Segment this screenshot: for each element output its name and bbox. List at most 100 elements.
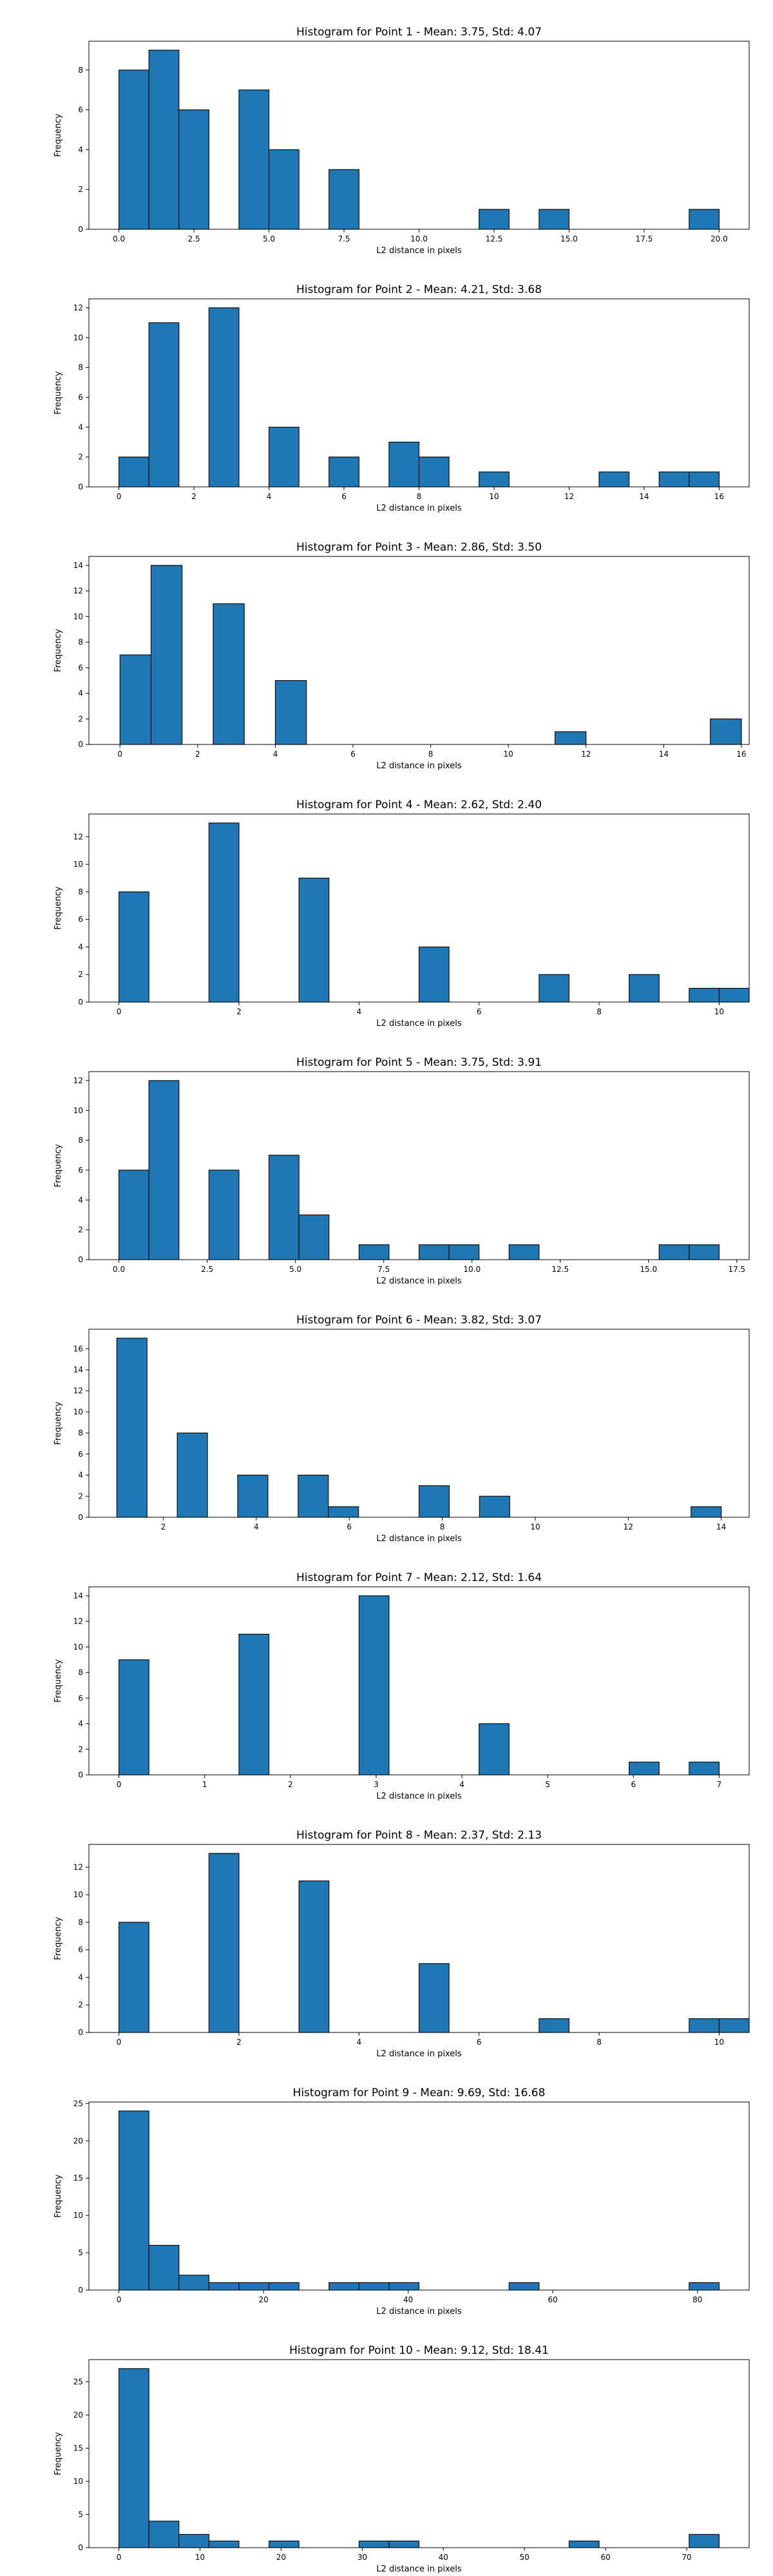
x-tick-label: 7.5 — [377, 1265, 390, 1274]
x-tick-label: 4 — [254, 1522, 259, 1531]
x-tick-label: 70 — [682, 2553, 691, 2562]
y-tick-label: 8 — [78, 1428, 83, 1437]
histogram-bar — [388, 2541, 420, 2548]
x-tick-label: 2 — [288, 1780, 293, 1789]
y-tick-label: 0 — [78, 1255, 83, 1264]
x-tick-label: 40 — [403, 2295, 413, 2304]
y-tick-label: 0 — [78, 225, 83, 234]
y-tick-label: 8 — [78, 638, 83, 647]
histogram-bar — [629, 974, 660, 1003]
y-tick-label: 0 — [78, 2543, 83, 2552]
x-tick-label: 0 — [117, 1007, 122, 1016]
x-tick-label: 1 — [202, 1780, 207, 1789]
y-tick-label: 10 — [73, 2211, 83, 2220]
histogram-bar — [718, 988, 750, 1003]
histogram-bar — [148, 2521, 180, 2548]
histogram-panel-2: Histogram for Point 2 - Mean: 4.21, Std:… — [0, 258, 773, 515]
histogram-bar — [418, 457, 450, 488]
bars — [119, 1853, 750, 2033]
histogram-bar — [479, 209, 510, 230]
histogram-svg: Histogram for Point 2 - Mean: 4.21, Std:… — [53, 283, 750, 513]
histogram-bar — [208, 1170, 240, 1260]
histogram-bar — [268, 2541, 300, 2548]
bars — [119, 307, 720, 488]
y-tick-label: 4 — [78, 1195, 83, 1204]
x-tick-label: 10 — [530, 1522, 540, 1531]
x-tick-label: 7 — [717, 1780, 722, 1789]
histogram-bar — [268, 2282, 300, 2291]
y-tick-label: 12 — [73, 1387, 83, 1396]
x-tick-label: 20 — [276, 2553, 286, 2562]
histogram-panel-5: Histogram for Point 5 - Mean: 3.75, Std:… — [0, 1030, 773, 1288]
histogram-bar — [148, 50, 180, 230]
y-tick-label: 2 — [78, 185, 83, 194]
histogram-bar — [691, 1506, 722, 1518]
x-tick-label: 4 — [267, 492, 272, 501]
histogram-bar — [148, 2244, 180, 2291]
histogram-bar — [238, 1633, 270, 1776]
x-tick-label: 0.0 — [113, 1265, 125, 1274]
y-axis-label: Frequency — [53, 1401, 63, 1444]
x-tick-label: 14 — [716, 1522, 726, 1531]
bars — [119, 1080, 720, 1260]
chart-title: Histogram for Point 4 - Mean: 2.62, Std:… — [296, 799, 542, 811]
chart-title: Histogram for Point 3 - Mean: 2.86, Std:… — [296, 541, 542, 554]
axes-frame — [88, 556, 750, 745]
histogram-bar — [119, 1170, 149, 1260]
histogram-panel-1: Histogram for Point 1 - Mean: 3.75, Std:… — [0, 0, 773, 258]
chart-title: Histogram for Point 6 - Mean: 3.82, Std:… — [296, 1314, 542, 1327]
y-tick-label: 2 — [78, 453, 83, 462]
histogram-bar — [689, 2282, 720, 2291]
x-tick-label: 2.5 — [188, 234, 200, 243]
bars — [119, 2110, 720, 2291]
y-axis-label: Frequency — [53, 1659, 63, 1702]
y-tick-label: 25 — [73, 2378, 83, 2387]
x-tick-label: 16 — [736, 750, 746, 759]
x-tick-label: 0 — [117, 1780, 122, 1789]
x-tick-label: 2 — [161, 1522, 166, 1531]
y-tick-label: 10 — [73, 1642, 83, 1651]
x-tick-label: 15.0 — [640, 1265, 657, 1274]
y-tick-label: 12 — [73, 1076, 83, 1085]
histogram-bar — [658, 471, 690, 488]
y-tick-label: 12 — [73, 832, 83, 841]
histogram-bar — [238, 90, 270, 230]
y-axis-label: Frequency — [53, 629, 63, 672]
histogram-bar — [208, 2541, 240, 2548]
bars — [119, 2368, 720, 2548]
y-tick-label: 14 — [73, 561, 83, 570]
x-tick-label: 12.5 — [486, 234, 503, 243]
axes-frame — [88, 1586, 750, 1776]
bars — [119, 822, 750, 1003]
y-tick-label: 6 — [78, 393, 83, 402]
histogram-bar — [268, 426, 300, 488]
y-axis-label: Frequency — [53, 2174, 63, 2217]
x-tick-label: 10 — [714, 2038, 724, 2047]
y-tick-label: 10 — [73, 1890, 83, 1899]
y-axis-label: Frequency — [53, 1144, 63, 1187]
y-tick-label: 8 — [78, 66, 83, 75]
x-tick-label: 8 — [428, 750, 434, 759]
x-tick-label: 10.0 — [410, 234, 428, 243]
y-axis-label: Frequency — [53, 1917, 63, 1960]
x-axis-label: L2 distance in pixels — [376, 1276, 462, 1286]
histogram-bar — [710, 718, 742, 745]
x-tick-label: 50 — [520, 2553, 530, 2562]
y-tick-label: 4 — [78, 1719, 83, 1728]
x-tick-label: 5 — [545, 1780, 550, 1789]
x-tick-label: 2 — [236, 1007, 242, 1016]
y-tick-label: 4 — [78, 942, 83, 951]
y-tick-label: 0 — [78, 740, 83, 749]
histogram-bar — [150, 565, 183, 745]
histogram-svg: Histogram for Point 7 - Mean: 2.12, Std:… — [53, 1571, 750, 1801]
histogram-bar — [208, 2282, 240, 2291]
x-axis-label: L2 distance in pixels — [376, 1792, 462, 1801]
bars — [116, 1338, 722, 1518]
histogram-bar — [358, 1595, 390, 1776]
y-tick-label: 6 — [78, 915, 83, 924]
histogram-bar — [358, 1244, 390, 1260]
x-tick-label: 2 — [195, 750, 200, 759]
histogram-bar — [598, 471, 630, 488]
y-tick-label: 8 — [78, 887, 83, 896]
